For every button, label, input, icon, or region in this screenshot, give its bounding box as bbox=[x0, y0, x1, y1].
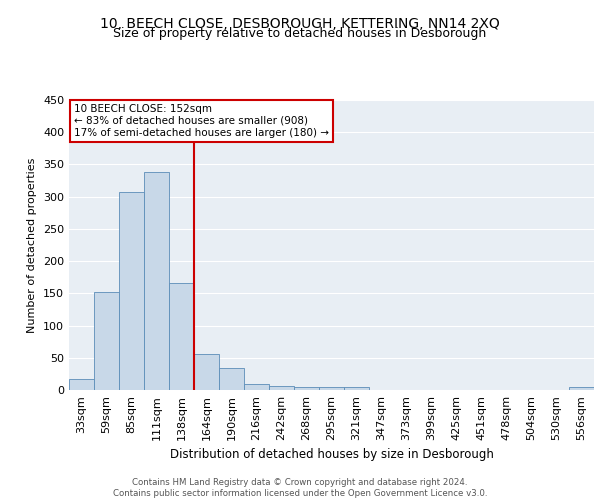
Bar bbox=[219, 368, 244, 390]
Bar bbox=[294, 387, 319, 390]
Bar bbox=[269, 386, 294, 390]
Bar bbox=[169, 283, 194, 390]
Y-axis label: Number of detached properties: Number of detached properties bbox=[28, 158, 37, 332]
Text: Size of property relative to detached houses in Desborough: Size of property relative to detached ho… bbox=[113, 28, 487, 40]
X-axis label: Distribution of detached houses by size in Desborough: Distribution of detached houses by size … bbox=[170, 448, 493, 462]
Text: 10 BEECH CLOSE: 152sqm
← 83% of detached houses are smaller (908)
17% of semi-de: 10 BEECH CLOSE: 152sqm ← 83% of detached… bbox=[74, 104, 329, 138]
Bar bbox=[69, 379, 94, 390]
Bar bbox=[319, 387, 344, 390]
Text: Contains HM Land Registry data © Crown copyright and database right 2024.
Contai: Contains HM Land Registry data © Crown c… bbox=[113, 478, 487, 498]
Bar bbox=[144, 172, 169, 390]
Bar bbox=[94, 292, 119, 390]
Bar bbox=[344, 387, 369, 390]
Bar bbox=[244, 384, 269, 390]
Bar bbox=[119, 192, 144, 390]
Bar bbox=[569, 387, 594, 390]
Text: 10, BEECH CLOSE, DESBOROUGH, KETTERING, NN14 2XQ: 10, BEECH CLOSE, DESBOROUGH, KETTERING, … bbox=[100, 18, 500, 32]
Bar bbox=[194, 354, 219, 390]
